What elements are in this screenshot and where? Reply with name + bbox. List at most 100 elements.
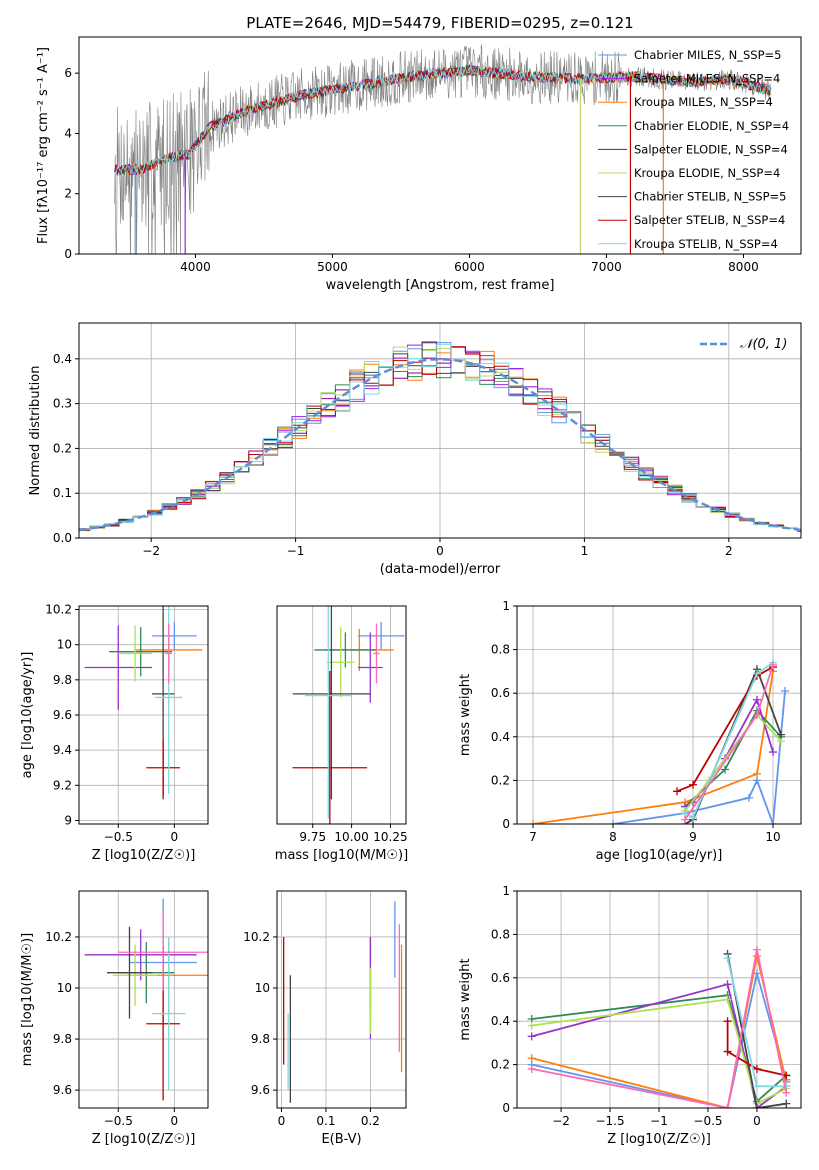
weight-marker: [721, 765, 729, 774]
y-tick-label: 9.6: [53, 708, 72, 722]
x-tick-label: 7: [529, 830, 537, 844]
y-tick-label: 9.8: [53, 1032, 72, 1046]
weight-series-line: [531, 998, 787, 1106]
y-tick-label: 0.6: [491, 686, 510, 700]
legend-entry: 𝒩(0, 1): [740, 337, 787, 352]
gaussian-reference-curve: [79, 358, 801, 532]
legend-entry: Kroupa MILES, N_SSP=4: [634, 95, 773, 109]
y-tick-label: 0.2: [491, 1058, 510, 1072]
weight-marker: [753, 711, 761, 719]
plot-area: [277, 891, 406, 1108]
weight-marker: [723, 1104, 732, 1108]
legend-entry: Chabrier STELIB, N_SSP=5: [634, 190, 786, 204]
spectrum-panel: Chabrier MILES, N_SSP=5 Salpeter MILES, N…: [36, 36, 802, 293]
axes-frame: [78, 890, 209, 1109]
x-tick-label: 9.75: [299, 830, 326, 844]
weight-series-line: [726, 953, 787, 1108]
y-tick-label: 9.6: [53, 1083, 72, 1097]
x-axis-label: (data-model)/error: [380, 562, 501, 577]
x-axis-label: E(B-V): [321, 1132, 361, 1147]
y-tick-label: 4: [64, 126, 72, 140]
y-tick-label: 10.2: [243, 930, 270, 944]
extinction-mass-panel: 0 0.1 0.2 9.6 9.8 10 10.2 E(B-V): [243, 890, 407, 1147]
y-tick-label: 0.2: [53, 441, 72, 455]
y-tick-label: 1: [502, 599, 510, 613]
x-tick-label: −2: [552, 1114, 570, 1128]
y-tick-label: 0.6: [491, 971, 510, 985]
axes-frame: [78, 36, 802, 255]
x-tick-label: 0: [436, 544, 444, 558]
spectrum-legend: Chabrier MILES, N_SSP=5 Salpeter MILES, N…: [598, 48, 789, 251]
weight-marker: [769, 748, 777, 757]
y-tick-label: 9.8: [53, 673, 72, 687]
weight-marker: [752, 1064, 761, 1073]
metallicity-mass-panel: −0.5 0 9.6 9.8 10 10.2 Z [log10(Z/Z☉)] mass [lo…: [20, 890, 209, 1147]
legend-entry: Salpeter ELODIE, N_SSP=4: [634, 142, 788, 156]
weight-marker: [781, 687, 789, 696]
weight-marker: [769, 820, 777, 824]
y-axis-label: mass weight: [458, 958, 473, 1040]
y-axis-label: mass weight: [458, 674, 473, 756]
weight-marker: [753, 695, 761, 704]
weight-series-line: [531, 949, 788, 1108]
y-axis-label: mass [log10(M/M☉)]: [20, 933, 35, 1066]
x-axis-label: Z [log10(Z/Z☉)]: [92, 848, 196, 863]
axes-frame: [276, 605, 407, 825]
metallicity-age-panel: −0.5 0 9 9.2 9.4 9.6 9.8 10 10.2 Z [log10(Z/Z☉)] a…: [20, 603, 209, 863]
weight-marker: [753, 769, 761, 778]
x-tick-label: −0.5: [104, 1114, 133, 1128]
weight-marker: [527, 1032, 536, 1041]
x-tick-label: 10: [765, 830, 780, 844]
y-tick-label: 9.2: [53, 778, 72, 792]
x-tick-label: 9: [689, 830, 697, 844]
weight-marker: [681, 815, 689, 824]
weight-series-line: [612, 690, 786, 824]
legend-entry: Salpeter STELIB, N_SSP=4: [634, 213, 785, 227]
weight-marker: [723, 980, 732, 989]
plot-area: [517, 891, 801, 1108]
x-tick-label: 0: [278, 1114, 286, 1128]
x-tick-label: 4000: [180, 260, 211, 274]
weight-marker: [777, 730, 785, 739]
y-axis-label: age [log10(age/yr)]: [20, 652, 35, 779]
plot-area: [79, 606, 208, 824]
y-tick-label: 10.2: [45, 603, 72, 617]
y-tick-label: 0.3: [53, 397, 72, 411]
weight-marker: [689, 780, 697, 789]
x-tick-label: −1: [287, 544, 305, 558]
y-tick-label: 2: [64, 187, 72, 201]
plot-area: [517, 606, 801, 824]
y-tick-label: 0.4: [491, 1014, 510, 1028]
y-tick-label: 1: [502, 884, 510, 898]
plot-area: [114, 44, 772, 254]
y-tick-label: 9.8: [251, 1032, 270, 1046]
x-tick-label: 1: [581, 544, 589, 558]
x-tick-label: 8000: [728, 260, 759, 274]
weight-marker: [723, 954, 732, 963]
x-tick-label: 0: [171, 830, 179, 844]
weight-marker: [527, 1054, 536, 1063]
y-tick-label: 10.2: [45, 930, 72, 944]
x-tick-label: 0: [171, 1114, 179, 1128]
x-tick-label: −1: [650, 1114, 668, 1128]
weight-marker: [609, 820, 617, 824]
weight-series-line: [684, 713, 782, 812]
weight-series-line: [684, 709, 782, 808]
residual-histogram-panel: 𝒩(0, 1) −2 −1 0 1 2 0.0 0.1 0.2 0.3 0.4 (data-model…: [28, 322, 802, 577]
x-tick-label: 2: [725, 544, 733, 558]
axes-frame: [276, 890, 407, 1109]
figure-title: PLATE=2646, MJD=54479, FIBERID=0295, z=0…: [246, 14, 633, 32]
legend-entry: Chabrier MILES, N_SSP=5: [634, 48, 781, 62]
y-tick-label: 9: [64, 813, 72, 827]
weight-marker: [752, 1104, 761, 1108]
y-tick-label: 10: [255, 981, 270, 995]
x-tick-label: 5000: [317, 260, 348, 274]
x-tick-label: 7000: [591, 260, 622, 274]
x-tick-label: −1.5: [595, 1114, 624, 1128]
plot-area: [292, 606, 405, 824]
weight-marker: [753, 669, 761, 678]
y-tick-label: 0.8: [491, 927, 510, 941]
plot-area: [79, 891, 208, 1108]
x-tick-label: −0.5: [693, 1114, 722, 1128]
